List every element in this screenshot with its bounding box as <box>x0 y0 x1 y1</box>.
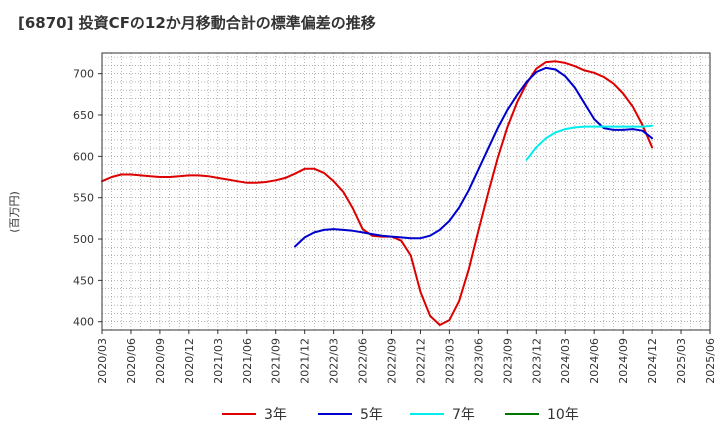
y-tick-label: 500 <box>73 233 94 246</box>
legend-label-3年: 3年 <box>264 407 287 423</box>
x-axis-ticks: 2020/03 2020/06 2020/09 2020/12 2021/03 2021/… <box>96 330 717 384</box>
x-tick-label: 2023/12 <box>530 338 543 384</box>
plot-area <box>102 53 710 330</box>
x-tick-label: 2020/09 <box>154 338 167 384</box>
x-tick-label: 2025/06 <box>704 338 717 384</box>
series-line-5年 <box>294 66 654 248</box>
legend: 3年 5年 7年 10年 <box>222 407 579 423</box>
x-tick-label: 2021/12 <box>299 338 312 384</box>
grid-layer <box>102 53 710 330</box>
x-tick-label: 2024/03 <box>559 338 572 384</box>
y-tick-label: 450 <box>73 274 94 287</box>
y-tick-label: 600 <box>73 150 94 163</box>
series-line-3年 <box>101 60 654 326</box>
y-axis-ticks: 400 450 500 550 600 650 700 <box>73 68 102 329</box>
x-tick-label: 2022/03 <box>328 338 341 384</box>
x-tick-label: 2022/09 <box>386 338 399 384</box>
series-line-7年 <box>525 124 654 161</box>
series-layer <box>101 60 654 326</box>
plot-frame <box>101 52 711 331</box>
legend-label-10年: 10年 <box>547 407 579 423</box>
x-tick-label: 2023/09 <box>501 338 514 384</box>
x-tick-label: 2021/09 <box>270 338 283 384</box>
legend-label-7年: 7年 <box>452 407 475 423</box>
x-tick-label: 2023/03 <box>443 338 456 384</box>
x-tick-label: 2022/06 <box>357 338 370 384</box>
chart-title: [6870] 投資CFの12か月移動合計の標準偏差の推移 <box>18 14 376 32</box>
x-tick-label: 2024/09 <box>617 338 630 384</box>
x-tick-label: 2025/03 <box>675 338 688 384</box>
y-tick-label: 550 <box>73 192 94 205</box>
y-tick-label: 400 <box>73 316 94 329</box>
y-axis-label: (百万円) <box>8 191 21 233</box>
y-tick-label: 700 <box>73 68 94 81</box>
legend-label-5年: 5年 <box>360 407 383 423</box>
x-tick-label: 2024/06 <box>588 338 601 384</box>
x-tick-label: 2024/12 <box>646 338 659 384</box>
x-tick-label: 2023/06 <box>472 338 485 384</box>
y-tick-label: 650 <box>73 109 94 122</box>
x-tick-label: 2022/12 <box>414 338 427 384</box>
x-tick-label: 2021/03 <box>212 338 225 384</box>
x-tick-label: 2021/06 <box>241 338 254 384</box>
x-tick-label: 2020/03 <box>96 338 109 384</box>
x-tick-label: 2020/12 <box>183 338 196 384</box>
x-tick-label: 2020/06 <box>125 338 138 384</box>
